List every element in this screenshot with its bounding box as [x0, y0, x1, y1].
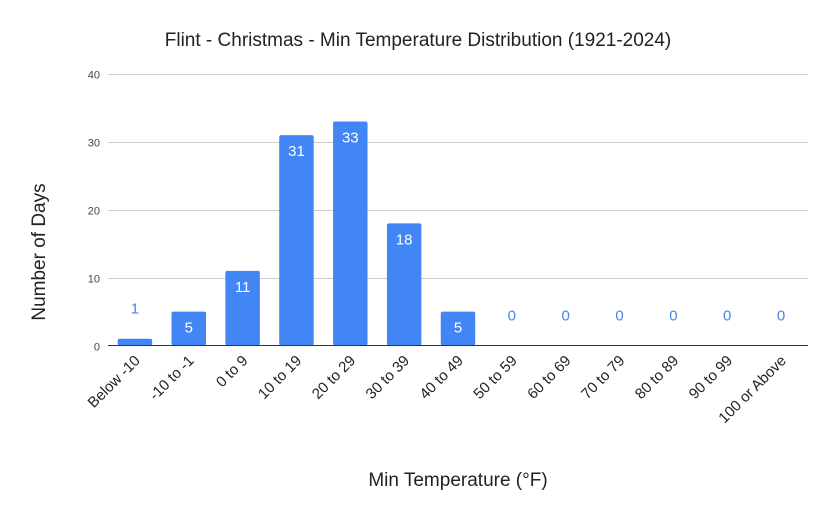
bar [333, 121, 368, 346]
y-tick-label: 10 [88, 274, 100, 286]
y-tick-label: 30 [88, 138, 100, 150]
x-axis-label: Min Temperature (°F) [368, 470, 547, 491]
data-label: 33 [342, 130, 359, 147]
y-axis-label: Number of Days [29, 183, 50, 320]
bar [279, 135, 314, 346]
x-tick-label: 20 to 29 [309, 352, 359, 402]
bars [117, 121, 476, 346]
data-label: 0 [669, 308, 677, 325]
data-labels: 1 5 11 31 33 18 5 0 0 0 0 0 0 [131, 130, 785, 337]
data-label: 0 [562, 308, 570, 325]
data-label: 0 [723, 308, 731, 325]
bar [117, 338, 153, 346]
data-label: 5 [185, 320, 193, 337]
x-tick-label: 70 to 79 [578, 352, 628, 402]
y-tick-label: 20 [88, 206, 100, 218]
bar [171, 311, 206, 346]
x-axis-ticks: Below -10 -10 to -1 0 to 9 10 to 19 20 to 29… [85, 352, 790, 427]
chart-title: Flint - Christmas - Min Temperature Dist… [165, 30, 672, 51]
data-label: 11 [235, 279, 251, 296]
x-tick-label: 60 to 69 [524, 352, 574, 402]
y-tick-label: 0 [94, 342, 100, 354]
bar [440, 311, 476, 346]
x-tick-label: Below -10 [85, 352, 144, 411]
x-tick-label: 10 to 19 [255, 352, 305, 402]
x-tick-label: 30 to 39 [363, 352, 413, 402]
data-label: 0 [777, 308, 785, 325]
x-tick-label: -10 to -1 [146, 352, 198, 404]
gridlines [108, 74, 808, 279]
data-label: 18 [396, 231, 413, 248]
bar [225, 270, 260, 346]
data-label: 1 [131, 301, 139, 318]
data-label: 0 [615, 308, 623, 325]
x-tick-label: 50 to 59 [470, 352, 520, 402]
x-tick-label: 40 to 49 [416, 352, 466, 402]
data-label: 31 [288, 143, 305, 160]
bar [386, 223, 422, 346]
x-tick-label: 0 to 9 [213, 352, 252, 391]
data-label: 0 [508, 308, 516, 325]
y-axis-ticks: 0 10 20 30 40 [88, 70, 100, 354]
x-tick-label: 90 to 99 [686, 352, 736, 402]
x-tick-label: 80 to 89 [632, 352, 682, 402]
data-label: 5 [454, 320, 462, 337]
y-tick-label: 40 [88, 70, 100, 82]
